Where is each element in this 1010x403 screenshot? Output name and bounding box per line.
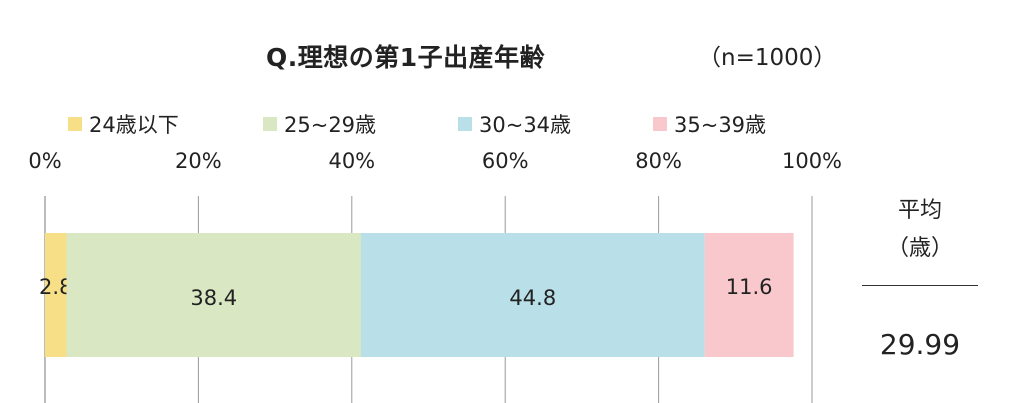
legend-label: 24歳以下 xyxy=(89,113,179,137)
data-label: 38.4 xyxy=(190,286,237,310)
legend-label: 35~39歳 xyxy=(674,113,766,137)
legend-swatch xyxy=(263,117,277,131)
bar-segment xyxy=(45,233,67,357)
x-tick-label: 100% xyxy=(782,149,842,173)
data-label: 44.8 xyxy=(509,286,556,310)
chart-title: Q.理想の第1子出産年齢 xyxy=(266,43,546,72)
x-tick-label: 60% xyxy=(482,149,529,173)
average-unit-label: （歳） xyxy=(886,236,953,261)
bar-segment xyxy=(704,233,794,357)
sample-size-note: （n=1000） xyxy=(698,45,837,71)
average-label: 平均 xyxy=(897,198,942,223)
legend-label: 25~29歳 xyxy=(284,113,376,137)
data-label: 11.6 xyxy=(726,275,773,299)
x-tick-label: 80% xyxy=(635,149,682,173)
legend-swatch xyxy=(458,117,472,131)
legend-label: 30~34歳 xyxy=(479,113,571,137)
legend-swatch xyxy=(653,117,667,131)
bar-segment xyxy=(361,233,705,357)
x-tick-label: 40% xyxy=(328,149,375,173)
bar-segment xyxy=(66,233,362,357)
x-tick-label: 0% xyxy=(28,149,61,173)
average-value: 29.99 xyxy=(879,328,961,361)
average-divider xyxy=(862,285,978,286)
x-tick-label: 20% xyxy=(175,149,222,173)
legend-swatch xyxy=(68,117,82,131)
